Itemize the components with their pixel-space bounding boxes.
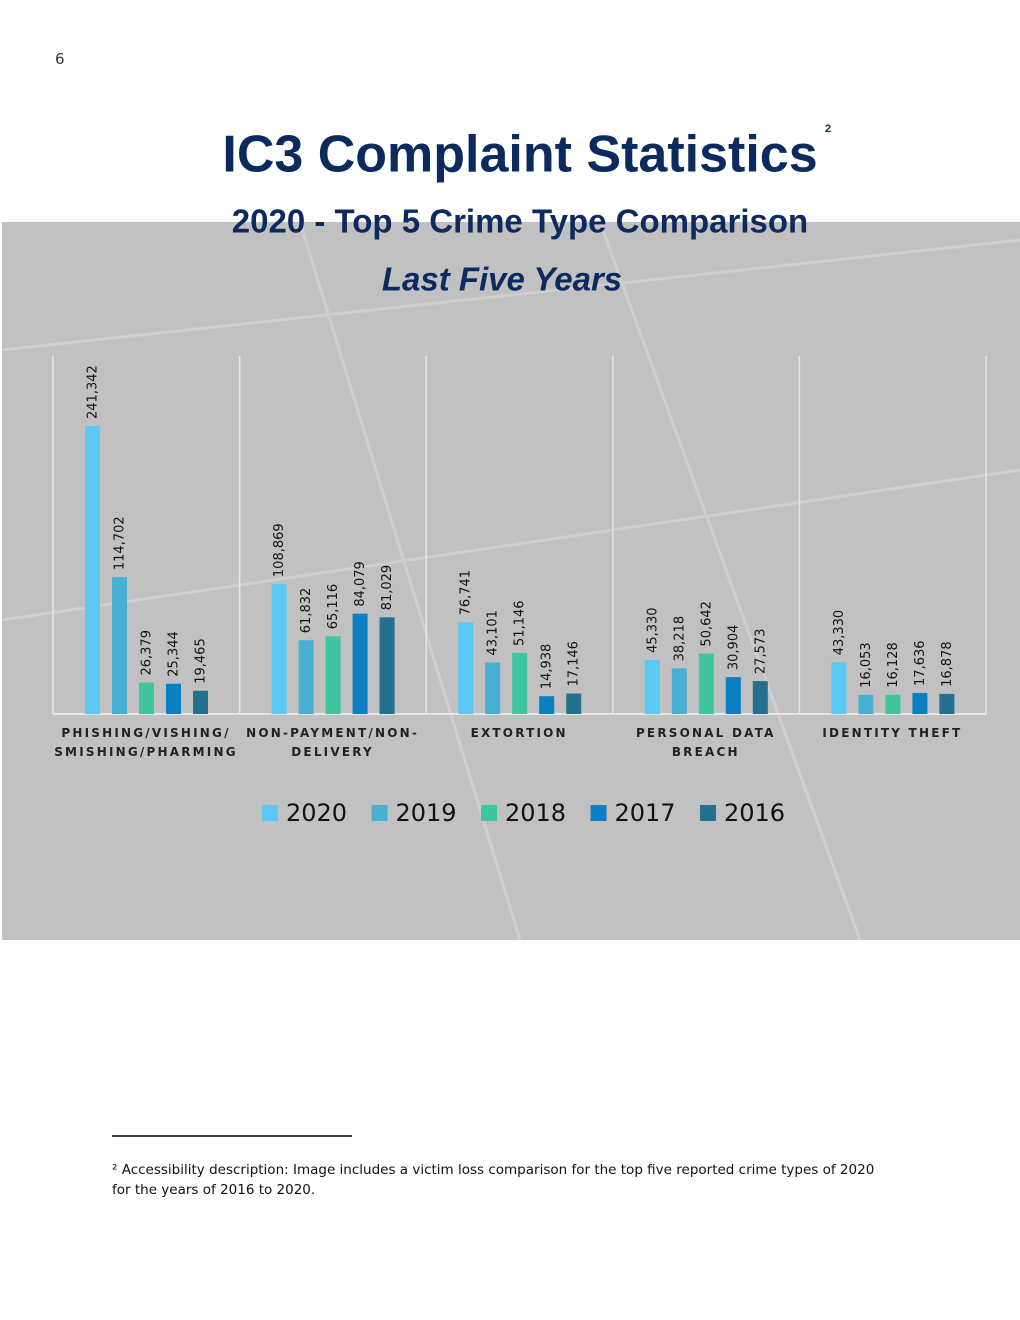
data-label: 19,465 xyxy=(194,638,209,684)
bar xyxy=(644,659,660,714)
bar xyxy=(912,692,928,714)
bar xyxy=(379,617,395,714)
bar xyxy=(298,640,314,714)
data-label: 76,741 xyxy=(459,570,474,616)
data-label: 16,878 xyxy=(940,641,955,687)
footnote: ² Accessibility description: Image inclu… xyxy=(112,1162,875,1198)
subtitle: 2020 - Top 5 Crime Type Comparison xyxy=(232,203,808,240)
page-number: 6 xyxy=(55,50,65,68)
data-label: 26,379 xyxy=(140,630,155,676)
data-label: 38,218 xyxy=(672,616,687,662)
subtitle-2: Last Five Years xyxy=(382,261,622,298)
bar xyxy=(698,653,714,714)
legend-swatch xyxy=(262,805,278,821)
bar xyxy=(512,652,528,714)
data-label: 14,938 xyxy=(540,644,555,690)
bar xyxy=(831,662,847,714)
legend-swatch xyxy=(481,805,497,821)
title: IC3 Complaint Statistics xyxy=(222,126,817,184)
legend-label: 2017 xyxy=(615,799,676,827)
data-label: 17,636 xyxy=(913,640,928,686)
bar xyxy=(352,613,368,714)
data-label: 43,101 xyxy=(486,610,501,656)
bar xyxy=(325,636,341,714)
data-label: 16,128 xyxy=(886,642,901,688)
legend-swatch xyxy=(590,805,607,821)
data-label: 45,330 xyxy=(645,607,660,653)
data-label: 30,904 xyxy=(726,625,741,671)
category-label: IDENTITY THEFT xyxy=(822,726,963,740)
bar xyxy=(271,584,287,714)
legend-label: 2020 xyxy=(286,799,347,827)
category-label: PHISHING/VISHING/ SMISHING/PHARMING xyxy=(54,726,238,759)
data-label: 108,869 xyxy=(272,523,287,577)
data-label: 114,702 xyxy=(113,516,128,570)
category-label: EXTORTION xyxy=(470,726,568,740)
bar xyxy=(193,690,208,714)
legend-swatch xyxy=(700,805,716,821)
bar xyxy=(458,622,474,714)
bar xyxy=(939,693,955,714)
bar xyxy=(885,694,901,714)
data-label: 50,642 xyxy=(699,601,714,647)
data-label: 27,573 xyxy=(753,629,768,675)
bar xyxy=(112,577,127,714)
data-label: 81,029 xyxy=(380,565,395,611)
legend-label: 2016 xyxy=(724,799,785,827)
footnote-mark: 2 xyxy=(825,123,831,135)
bar xyxy=(485,662,501,714)
data-label: 25,344 xyxy=(167,631,182,677)
bar xyxy=(566,693,582,714)
data-label: 61,832 xyxy=(299,588,314,634)
legend-label: 2018 xyxy=(505,799,566,827)
bar xyxy=(166,683,181,714)
legend-swatch xyxy=(371,805,388,821)
bar xyxy=(85,426,100,714)
bar xyxy=(858,694,874,714)
data-label: 51,146 xyxy=(513,600,528,646)
data-label: 43,330 xyxy=(832,610,847,656)
data-label: 84,079 xyxy=(353,561,368,607)
bar xyxy=(752,681,768,714)
legend-label: 2019 xyxy=(396,799,457,827)
data-label: 241,342 xyxy=(86,365,101,419)
bar xyxy=(725,677,741,714)
data-label: 17,146 xyxy=(567,641,582,687)
category-label: NON-PAYMENT/NON- DELIVERY xyxy=(246,726,420,759)
bar xyxy=(671,668,687,714)
data-label: 16,053 xyxy=(859,642,874,688)
data-label: 65,116 xyxy=(326,584,341,630)
bar xyxy=(539,696,555,714)
bar xyxy=(139,682,154,714)
category-label: PERSONAL DATA BREACH xyxy=(635,726,776,759)
chart-background xyxy=(2,222,1020,940)
